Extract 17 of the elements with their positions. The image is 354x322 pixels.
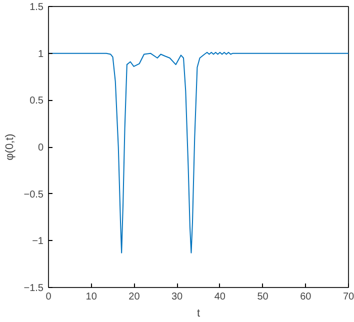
y-tick-label: 1.5 [30, 2, 44, 13]
y-tick-label: 0 [38, 142, 44, 154]
y-tick-label: −1 [32, 236, 44, 248]
x-tick-label: 60 [300, 292, 312, 302]
y-axis-title: φ(0,t) [4, 134, 16, 160]
y-tick-label: 1 [38, 48, 44, 60]
x-tick-label: 70 [342, 292, 354, 302]
y-tick-label: −1.5 [24, 283, 44, 294]
x-tick-label: 0 [46, 292, 52, 302]
x-tick-label: 10 [86, 292, 98, 302]
x-tick-label: 30 [172, 292, 184, 302]
x-tick-label: 40 [214, 292, 226, 302]
x-tick-label: 50 [257, 292, 269, 302]
x-tick-label: 20 [128, 292, 140, 302]
y-tick-label: 0.5 [30, 96, 44, 107]
y-tick-label: −0.5 [24, 189, 44, 200]
x-axis-title: t [196, 308, 200, 320]
